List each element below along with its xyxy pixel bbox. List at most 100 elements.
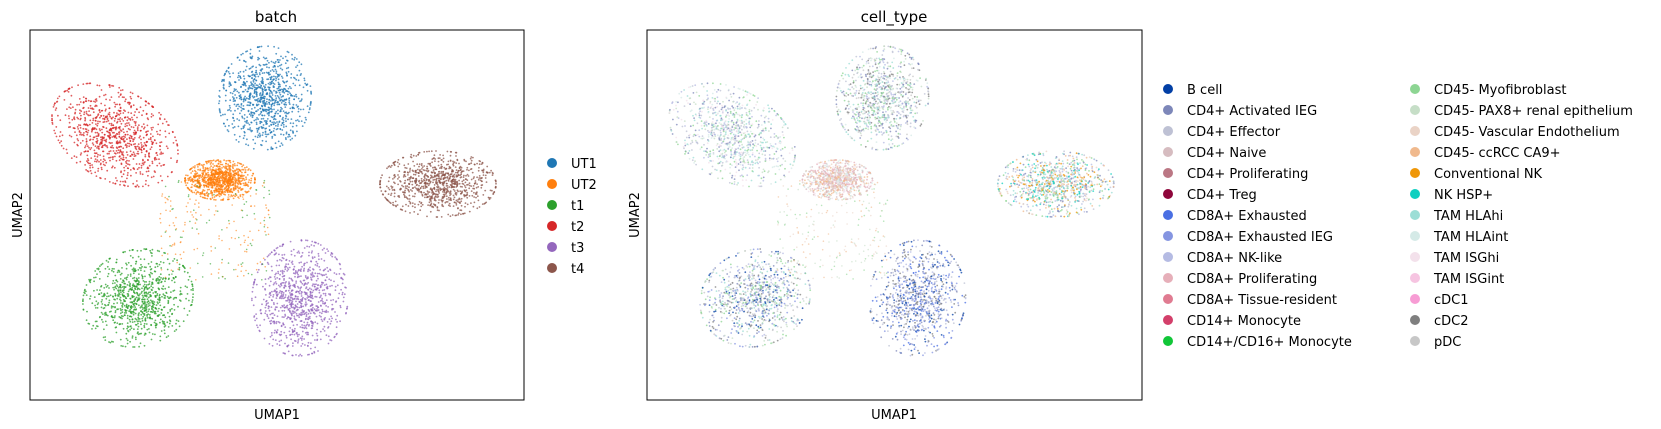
scatter-point [473,191,475,194]
scatter-point [129,91,132,94]
scatter-point [84,164,86,166]
scatter-point [132,167,135,170]
scatter-point [153,312,156,315]
scatter-point [136,332,139,335]
scatter-point [167,326,170,328]
scatter-point [123,131,125,134]
scatter-point [308,315,311,318]
scatter-point [250,179,253,182]
scatter-point [256,129,259,132]
scatter-point [300,354,303,357]
scatter-point [130,97,133,100]
scatter-point [298,120,300,123]
scatter-point [271,92,273,94]
scatter-point [310,93,313,95]
scatter-point [257,75,260,78]
scatter-point [112,341,114,343]
scatter-point [278,333,281,336]
scatter-point [85,97,88,100]
scatter-point [134,309,137,311]
scatter-point [160,281,163,284]
scatter-point [319,286,322,289]
scatter-point [111,269,113,272]
scatter-point [309,296,312,299]
scatter-point [255,84,258,86]
scatter-point [227,165,230,167]
scatter-point [245,65,248,68]
scatter-point [143,147,145,150]
scatter-point [237,178,240,180]
scatter-point [244,95,247,98]
scatter-point [345,312,347,315]
scatter-point [162,314,165,317]
scatter-point [285,138,287,141]
scatter-point [139,173,142,175]
scatter-point [102,150,104,153]
scatter-point [121,118,123,120]
scatter-point [397,183,399,186]
scatter-point [132,277,134,280]
scatter-point [218,195,221,198]
scatter-point [254,135,257,138]
scatter-point [305,313,308,316]
scatter-point [152,175,155,178]
scatter-point [94,145,97,148]
scatter-point [300,345,303,347]
scatter-point [445,172,447,175]
scatter-point [173,330,176,332]
scatter-point [255,79,258,82]
scatter-point [264,312,267,315]
scatter-point [242,137,245,140]
scatter-point [163,329,166,332]
scatter-point [115,137,118,140]
scatter-point [109,294,112,297]
scatter-point [328,318,331,320]
scatter-point [106,292,109,295]
scatter-point [219,96,221,98]
scatter-point [225,185,228,188]
scatter-point [433,184,436,186]
scatter-point [221,167,223,169]
scatter-point [262,56,265,59]
scatter-point [292,272,295,275]
scatter-point [269,78,272,81]
scatter-point [281,304,284,307]
scatter-point [141,287,143,290]
scatter-point [380,176,382,179]
scatter-point [129,128,131,131]
scatter-point [147,167,150,170]
scatter-point [475,196,477,199]
scatter-point [319,338,322,341]
scatter-point [104,104,106,107]
scatter-point [159,153,162,155]
scatter-point [478,163,481,166]
scatter-point [136,116,138,119]
scatter-point [422,185,425,188]
scatter-point [329,293,332,296]
scatter-point [271,317,274,319]
scatter-point [109,99,111,101]
scatter-point [324,279,327,282]
scatter-point [250,56,253,59]
scatter-point [290,73,293,75]
scatter-point [154,139,156,142]
scatter-point [306,89,309,92]
scatter-point [329,269,332,272]
scatter-point [103,328,105,331]
scatter-point [304,298,307,301]
scatter-point [82,303,84,305]
scatter-point [71,86,73,89]
scatter-point [265,123,268,125]
scatter-point [102,321,104,323]
scatter-point [310,342,312,344]
scatter-point [95,123,97,125]
scatter-point [281,68,284,71]
scatter-point [116,285,119,288]
scatter-point [301,125,304,127]
scatter-point [279,258,281,261]
scatter-point [99,289,101,291]
scatter-point [291,125,294,128]
scatter-point [196,172,199,175]
scatter-point [300,93,303,96]
